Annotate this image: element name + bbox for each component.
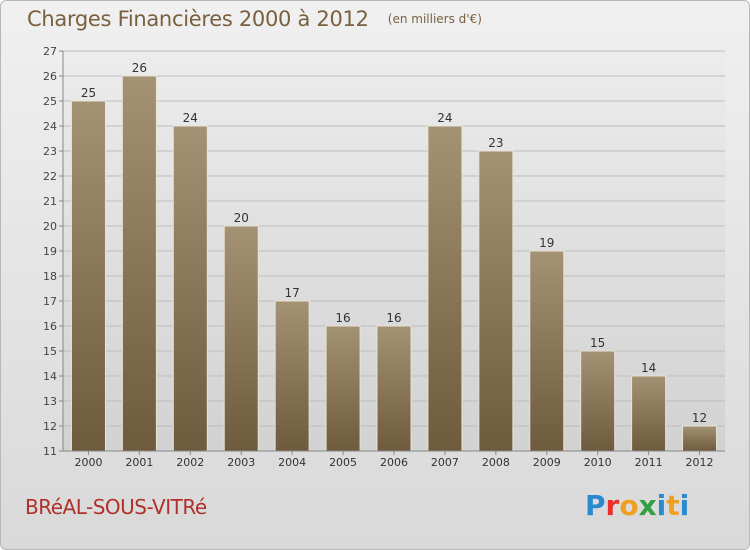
logo-letter: i: [679, 489, 690, 522]
bar-2006: [376, 325, 412, 452]
data-labels: 25 26 24 20 17 16 16 24 23 19 15 14 12: [81, 61, 707, 425]
x-axis-ticks: 2000 2001 2002 2003 2004 2005 2006 2007 2008 2009…: [74, 451, 714, 469]
data-label: 15: [590, 336, 605, 350]
y-tick-label: 18: [43, 270, 57, 283]
data-label: 17: [285, 286, 300, 300]
bar-2008: [478, 150, 514, 452]
bar-2010: [580, 350, 616, 452]
city-name: BRéAL-SOUS-VITRé: [25, 495, 207, 519]
bar-2007: [427, 125, 463, 452]
x-tick-label: 2009: [533, 456, 561, 469]
bar-2011: [631, 375, 667, 452]
y-tick-label: 13: [43, 395, 57, 408]
data-label: 26: [132, 61, 147, 75]
logo-letter: t: [666, 489, 680, 522]
logo-letter: x: [638, 489, 657, 522]
data-label: 16: [386, 311, 401, 325]
x-tick-label: 2004: [278, 456, 306, 469]
x-tick-label: 2000: [74, 456, 102, 469]
bar-2005: [325, 325, 361, 452]
bar-2012: [682, 425, 718, 452]
y-tick-label: 20: [43, 220, 57, 233]
x-tick-label: 2005: [329, 456, 357, 469]
bar-2009: [529, 250, 565, 452]
y-tick-label: 22: [43, 170, 57, 183]
x-tick-label: 2012: [686, 456, 714, 469]
logo-letter: r: [605, 489, 620, 522]
y-tick-label: 11: [43, 445, 57, 458]
y-tick-label: 17: [43, 295, 57, 308]
logo-letter: o: [619, 489, 639, 522]
y-tick-label: 21: [43, 195, 57, 208]
x-tick-label: 2008: [482, 456, 510, 469]
x-tick-label: 2006: [380, 456, 408, 469]
bar-2003: [223, 225, 259, 452]
x-tick-label: 2007: [431, 456, 459, 469]
bar-2004: [274, 300, 310, 452]
y-tick-label: 23: [43, 145, 57, 158]
y-tick-label: 15: [43, 345, 57, 358]
bar-2000: [70, 100, 106, 452]
chart-title: Charges Financières 2000 à 2012: [27, 7, 369, 31]
data-label: 24: [437, 111, 452, 125]
bar-2002: [172, 125, 208, 452]
y-tick-label: 16: [43, 320, 57, 333]
y-axis-ticks: 11 12 13 14 15 16 17 18 19 20 21 22 23 24 25 26 27: [43, 45, 63, 458]
logo-letter: P: [585, 489, 606, 522]
data-label: 19: [539, 236, 554, 250]
data-label: 14: [641, 361, 656, 375]
logo-letter: i: [656, 489, 667, 522]
x-tick-label: 2001: [125, 456, 153, 469]
title-row: Charges Financières 2000 à 2012 (en mill…: [27, 7, 482, 31]
y-tick-label: 27: [43, 45, 57, 58]
bars: [70, 75, 718, 452]
data-label: 24: [183, 111, 198, 125]
y-tick-label: 26: [43, 70, 57, 83]
data-label: 12: [692, 411, 707, 425]
bar-2001: [121, 75, 157, 452]
y-tick-label: 14: [43, 370, 57, 383]
proxiti-logo[interactable]: Proxiti: [585, 489, 689, 522]
chart-subtitle: (en milliers d'€): [387, 12, 482, 26]
y-tick-label: 25: [43, 95, 57, 108]
data-label: 25: [81, 86, 96, 100]
x-tick-label: 2011: [635, 456, 663, 469]
x-tick-label: 2010: [584, 456, 612, 469]
x-tick-label: 2002: [176, 456, 204, 469]
y-tick-label: 12: [43, 420, 57, 433]
data-label: 20: [234, 211, 249, 225]
x-tick-label: 2003: [227, 456, 255, 469]
data-label: 23: [488, 136, 503, 150]
data-label: 16: [335, 311, 350, 325]
y-tick-label: 19: [43, 245, 57, 258]
y-tick-label: 24: [43, 120, 57, 133]
